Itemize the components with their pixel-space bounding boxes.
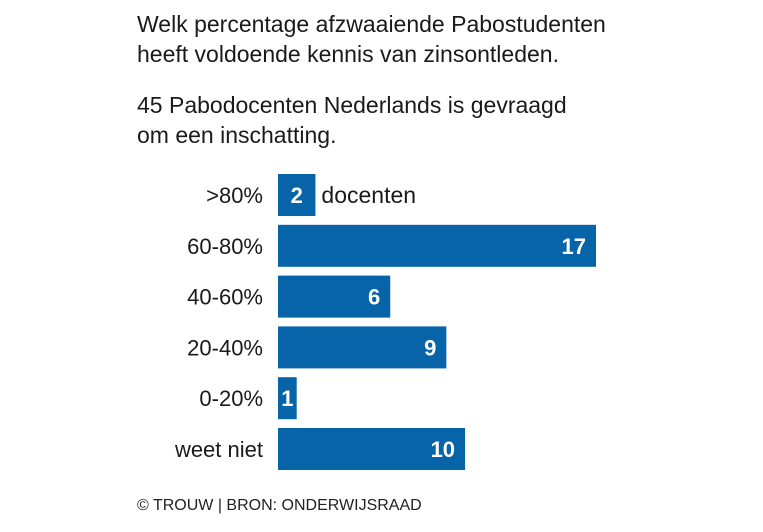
category-label: 20-40% <box>187 335 263 360</box>
bar <box>278 224 596 267</box>
value-label: 2 <box>291 183 303 208</box>
title-line-2: heeft voldoende kennis van zinsontleden. <box>137 41 559 67</box>
unit-label: docenten <box>321 182 416 208</box>
category-label: weet niet <box>174 437 263 462</box>
bar <box>278 174 316 216</box>
chart-subtitle: 45 Pabodocenten Nederlands is gevraagd o… <box>137 90 567 150</box>
value-label: 1 <box>281 386 293 411</box>
bar <box>278 275 391 318</box>
title-line-1: Welk percentage afzwaaiende Pabostudente… <box>137 11 606 37</box>
chart-title: Welk percentage afzwaaiende Pabostudente… <box>137 9 606 69</box>
subtitle-line-2: om een inschatting. <box>137 122 337 148</box>
footer-credit: © TROUW | BRON: ONDERWIJSRAAD <box>137 497 422 514</box>
category-label: 40-60% <box>187 285 263 310</box>
bar <box>278 428 466 470</box>
value-label: 10 <box>431 437 455 462</box>
category-label: >80% <box>206 183 263 208</box>
value-label: 9 <box>424 335 436 360</box>
bar <box>278 326 447 369</box>
bar <box>278 377 297 420</box>
value-label: 6 <box>368 285 380 310</box>
category-label: 0-20% <box>199 386 263 411</box>
category-label: 60-80% <box>187 234 263 259</box>
subtitle-line-1: 45 Pabodocenten Nederlands is gevraagd <box>137 92 567 118</box>
value-label: 17 <box>562 234 586 259</box>
